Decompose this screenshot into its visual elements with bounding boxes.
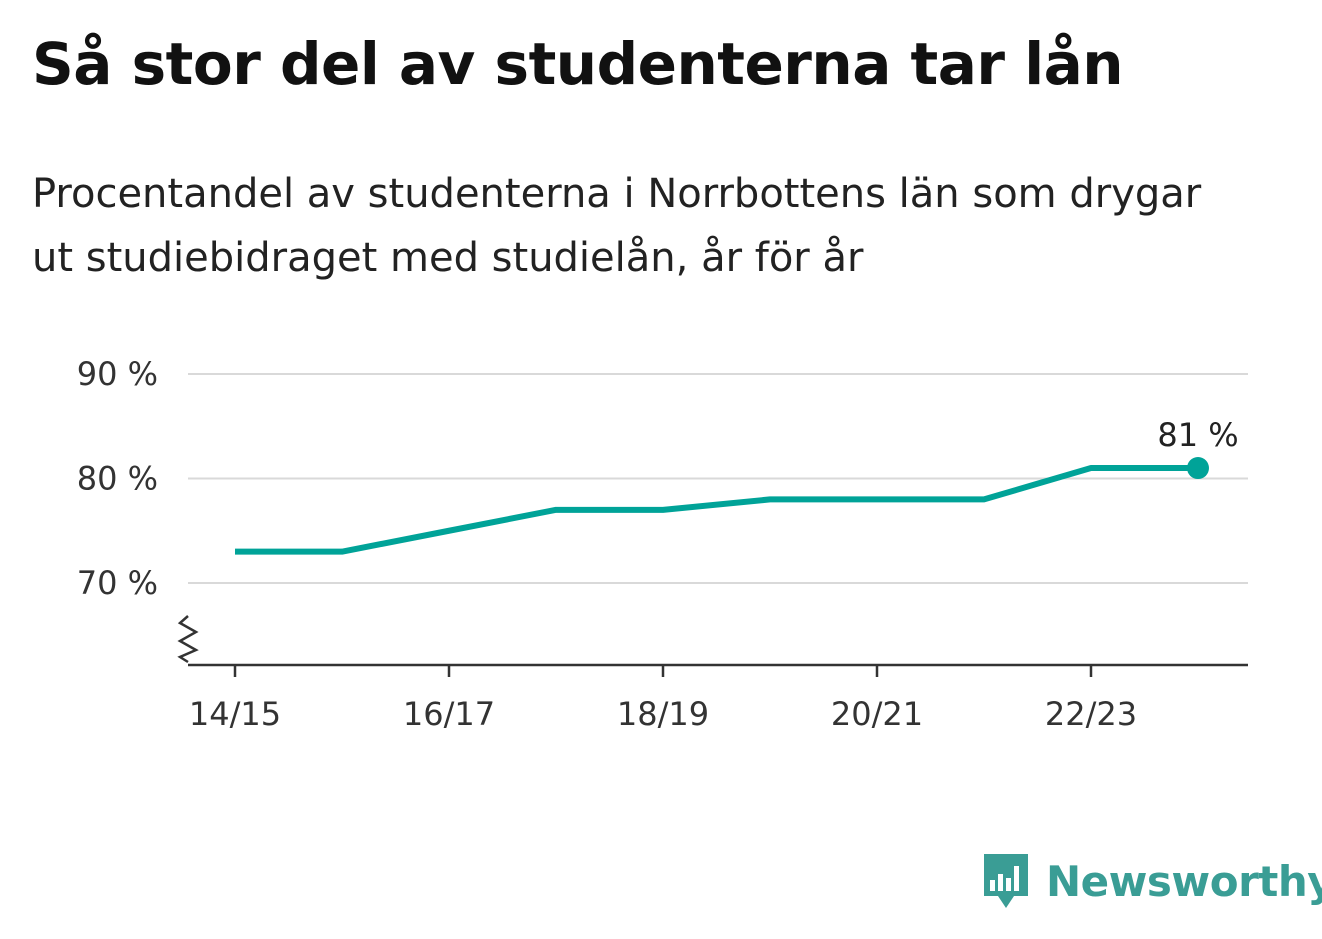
x-tick-label: 14/15 xyxy=(189,695,281,733)
bar-chart-icon xyxy=(984,854,1028,908)
x-tick-label: 18/19 xyxy=(617,695,709,733)
brand-name: Newsworthy xyxy=(1046,856,1322,906)
y-tick-label: 90 % xyxy=(77,355,158,393)
gridlines xyxy=(188,373,1248,584)
labels-layer: 70 % 80 % 90 % 14/15 16/17 18/19 20/21 22/23 81 … xyxy=(77,355,1239,733)
brand-logo: Newsworthy xyxy=(980,850,1322,912)
chart-subtitle: Procentandel av studenterna i Norrbotten… xyxy=(32,171,1202,281)
series-line xyxy=(235,465,1198,555)
y-tick-label: 80 % xyxy=(77,460,158,498)
last-value-label: 81 % xyxy=(1157,416,1238,454)
series-layer xyxy=(235,457,1209,555)
x-tick-label: 16/17 xyxy=(403,695,495,733)
x-tick-label: 20/21 xyxy=(831,695,923,733)
axis-break-icon xyxy=(177,615,199,664)
last-point-marker xyxy=(1187,457,1209,480)
chart-title: Så stor del av studenterna tar lån xyxy=(32,30,1124,98)
x-tick-label: 22/23 xyxy=(1045,695,1137,733)
x-axis xyxy=(177,615,1248,677)
y-tick-label: 70 % xyxy=(77,564,158,602)
